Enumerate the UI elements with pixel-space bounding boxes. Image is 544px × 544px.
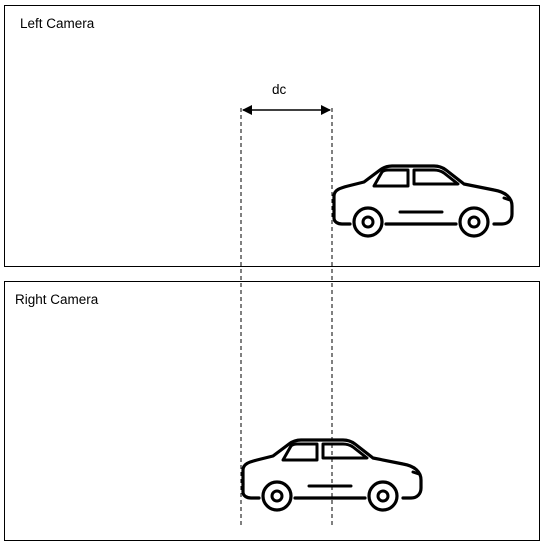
car-icon-left-camera <box>332 164 514 238</box>
right-camera-label: Right Camera <box>15 292 99 307</box>
dc-label: dc <box>272 82 287 97</box>
left-camera-label: Left Camera <box>20 16 95 31</box>
left-camera-panel: Left Camera <box>4 5 540 267</box>
